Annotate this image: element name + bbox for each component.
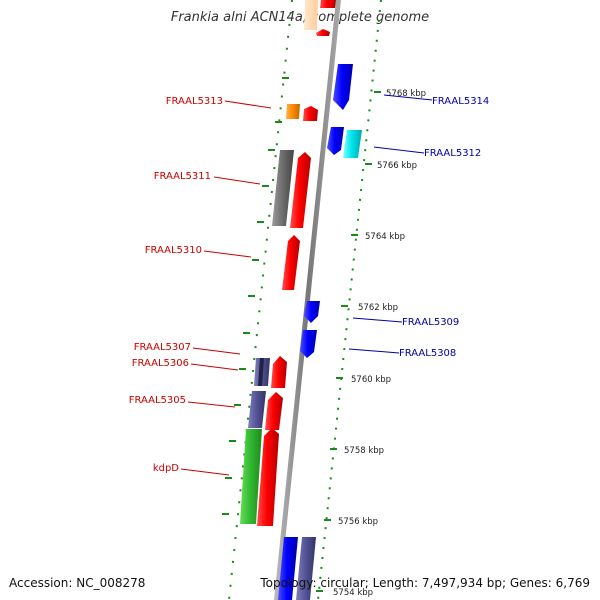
gene-feature [320,0,336,8]
gene-label-fraal5311[interactable]: FRAAL5311 [154,171,211,182]
gene-label-fraal5310[interactable]: FRAAL5310 [145,245,202,256]
gene-label-fraal5313[interactable]: FRAAL5313 [166,96,223,107]
tick-label: 5764 kbp [365,232,405,242]
accession-text: Accession: NC_008278 [9,576,146,590]
topology-text: Topology: circular; Length: 7,497,934 bp… [260,576,590,590]
gene-label-fraal5305[interactable]: FRAAL5305 [129,395,186,406]
scale-line-outer [317,0,382,600]
gene-label-fraal5307[interactable]: FRAAL5307 [134,342,191,353]
gene-feature-fraal5310 [282,235,300,290]
genome-backbone [274,0,341,600]
gene-feature-fraal5307-stripe [258,358,264,386]
tick-labels: 5768 kbp 5766 kbp 5764 kbp 5762 kbp 5760… [333,89,426,598]
gene-feature-kdpd-a [240,429,262,524]
gene-feature-fraal5306 [271,356,287,388]
gene-feature-kdpd-b [257,428,279,526]
gene-feature-fraal5313-a [286,104,300,119]
gene-label-fraal5312[interactable]: FRAAL5312 [424,148,481,159]
gene-feature-fraal5313-b [303,106,318,121]
gene-label-kdpd[interactable]: kdpD [153,463,179,474]
reverse-features [278,64,362,600]
gene-label-fraal5309[interactable]: FRAAL5309 [402,317,459,328]
gene-feature-fraal5312-a [327,127,344,155]
tick-label: 5760 kbp [351,375,391,385]
gene-label-fraal5306[interactable]: FRAAL5306 [132,358,189,369]
gene-feature-fraal5311-b [290,152,311,228]
forward-features [240,0,336,526]
gene-feature-fraal5312-b [343,130,362,158]
gene-feature-fraal5311-a [272,150,294,226]
gene-feature-fraal5305-a [248,391,266,428]
gene-labels: FRAAL5313 FRAAL5314 FRAAL5312 FRAAL5311 … [129,96,490,474]
tick-label: 5754 kbp [333,588,373,598]
tick-label: 5768 kbp [386,89,426,99]
tick-marks-right [316,91,381,592]
gene-feature-fraal5314 [333,64,353,110]
gene-label-fraal5314[interactable]: FRAAL5314 [432,96,489,107]
tick-label: 5766 kbp [377,161,417,171]
tick-label: 5758 kbp [344,446,384,456]
gene-feature [316,29,330,36]
map-title: Frankia alni ACN14a, complete genome [170,10,430,25]
scale-line-inner [228,0,293,600]
gene-feature [304,0,318,30]
gene-feature-fraal5308 [300,330,317,358]
gene-feature [278,537,298,600]
gene-feature-fraal5305-b [265,392,283,430]
gene-feature [296,537,316,600]
tick-marks-left [222,77,289,515]
tick-label: 5762 kbp [358,303,398,313]
gene-label-fraal5308[interactable]: FRAAL5308 [399,348,456,359]
gene-feature-fraal5309 [304,301,320,323]
tick-label: 5756 kbp [338,517,378,527]
label-leaders [180,94,433,476]
